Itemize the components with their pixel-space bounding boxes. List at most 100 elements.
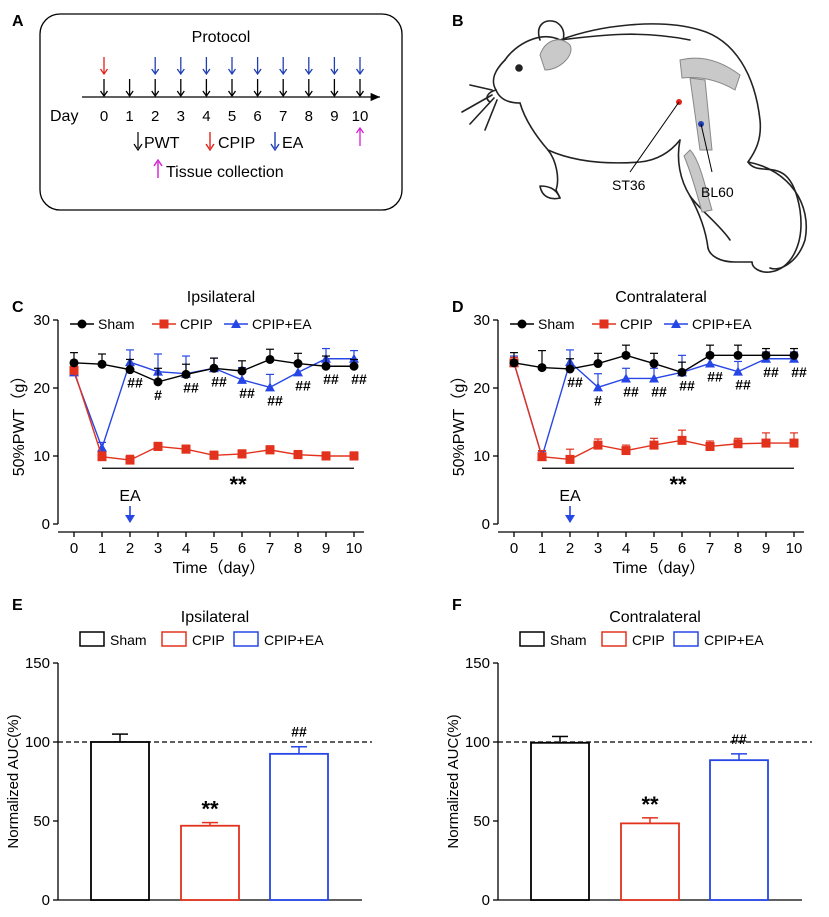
bar-annotation: ** bbox=[641, 792, 659, 817]
cpip-arrow-day-0-head bbox=[99, 68, 109, 76]
data-point bbox=[761, 350, 771, 360]
y-axis-label: 50%PWT（g） bbox=[450, 368, 468, 476]
data-point bbox=[649, 373, 659, 383]
hash-annotation: ## bbox=[267, 392, 283, 408]
y-tick-label-0: 0 bbox=[482, 892, 490, 909]
bar-Sham bbox=[90, 741, 150, 901]
data-point bbox=[593, 440, 603, 450]
x-tick-label-1: 1 bbox=[538, 540, 546, 557]
protocol-arrows bbox=[99, 57, 365, 146]
pwt-arrow-day-2-head bbox=[151, 90, 160, 98]
legend-marker-triangle bbox=[231, 319, 241, 328]
data-point bbox=[349, 353, 359, 363]
series-Sham bbox=[509, 344, 799, 377]
legend-swatch bbox=[601, 631, 627, 647]
bar-annotation: ## bbox=[291, 724, 307, 740]
protocol-panel: Protocol Day 0 1 2 3 4 5 6 7 8 9 10 PWT CPIP EA Ti… bbox=[39, 13, 403, 211]
x-tick-label-9: 9 bbox=[322, 540, 330, 557]
tissue-arrow-day-10-head bbox=[355, 126, 365, 134]
panel-label-f: F bbox=[452, 597, 462, 614]
legend-swatch bbox=[519, 631, 545, 647]
bl60-label: BL60 bbox=[701, 184, 734, 200]
hash-annotation: ## bbox=[127, 375, 143, 391]
protocol-title: Protocol bbox=[192, 29, 251, 46]
data-point bbox=[649, 440, 659, 450]
data-point bbox=[705, 441, 715, 451]
data-point bbox=[705, 350, 715, 360]
bar-annotation: ## bbox=[731, 731, 747, 747]
hash-annotation: ## bbox=[183, 379, 199, 395]
data-point bbox=[677, 435, 687, 445]
y-tick-label-150: 150 bbox=[25, 655, 50, 672]
day-tick-3: 3 bbox=[177, 108, 185, 125]
data-point bbox=[181, 444, 191, 454]
x-tick-label-10: 10 bbox=[786, 540, 803, 557]
data-point bbox=[181, 369, 191, 379]
data-point bbox=[293, 450, 303, 460]
y-axis-label: 50%PWT（g） bbox=[10, 368, 28, 476]
panel-label-e: E bbox=[12, 597, 23, 614]
panel-label-a: A bbox=[12, 13, 24, 30]
x-tick-label-8: 8 bbox=[734, 540, 742, 557]
data-point bbox=[265, 445, 275, 455]
day-tick-2: 2 bbox=[151, 108, 159, 125]
legend-label-1: CPIP bbox=[180, 316, 213, 332]
x-tick-label-4: 4 bbox=[622, 540, 630, 557]
x-tick-label-7: 7 bbox=[706, 540, 714, 557]
data-point bbox=[593, 382, 603, 392]
y-axis-label: Normalized AUC(%) bbox=[5, 714, 22, 848]
ea-arrow-day-6-head bbox=[253, 68, 262, 76]
y-tick-label-10: 10 bbox=[473, 448, 490, 465]
hash-annotation: # bbox=[594, 392, 602, 408]
day-tick-6: 6 bbox=[253, 108, 261, 125]
bar-annotation: ** bbox=[201, 797, 219, 822]
legend-swatch bbox=[233, 631, 259, 647]
data-point bbox=[237, 449, 247, 459]
data-point bbox=[789, 350, 799, 360]
hash-annotation: ## bbox=[239, 385, 255, 401]
data-point bbox=[97, 452, 107, 462]
legend-label-1: CPIP bbox=[620, 316, 653, 332]
legend-pwt-label: PWT bbox=[144, 135, 180, 152]
data-point bbox=[125, 455, 135, 465]
data-point bbox=[565, 454, 575, 464]
data-point bbox=[153, 441, 163, 451]
x-axis-label: Time（day） bbox=[613, 559, 706, 577]
bar-chart-ipsilateral: Ipsilateral 0 50 100 150 Normalized AUC(%) Sha… bbox=[5, 609, 372, 909]
data-point bbox=[789, 438, 799, 448]
chart-title: Contralateral bbox=[609, 609, 701, 626]
bar-Sham bbox=[530, 741, 590, 901]
x-tick-label-5: 5 bbox=[210, 540, 218, 557]
data-point bbox=[265, 354, 275, 364]
pwt-arrow-day-3-head bbox=[176, 90, 185, 98]
panel-label-b: B bbox=[452, 13, 464, 30]
legend-label-0: Sham bbox=[110, 632, 147, 648]
y-tick-label-150: 150 bbox=[465, 655, 490, 672]
pwt-arrow-day-8-head bbox=[304, 90, 313, 98]
bl60-pointer bbox=[700, 123, 713, 173]
pwt-arrow-day-1-head bbox=[125, 90, 134, 98]
legend-tissue: Tissue collection bbox=[153, 158, 284, 181]
y-axis-label: Normalized AUC(%) bbox=[445, 714, 462, 848]
x-tick-label-2: 2 bbox=[566, 540, 574, 557]
data-point bbox=[125, 365, 135, 375]
data-point bbox=[97, 359, 107, 369]
ea-arrow-day-7-head bbox=[279, 68, 288, 76]
data-point bbox=[209, 363, 219, 373]
hash-annotation: ## bbox=[351, 371, 367, 387]
data-point bbox=[349, 361, 359, 371]
x-tick-label-8: 8 bbox=[294, 540, 302, 557]
data-point bbox=[621, 446, 631, 456]
hash-annotation: ## bbox=[651, 383, 667, 399]
data-point bbox=[265, 382, 275, 392]
x-tick-label-1: 1 bbox=[98, 540, 106, 557]
day-tick-1: 1 bbox=[125, 108, 133, 125]
ea-arrow-day-5-head bbox=[227, 68, 237, 76]
y-tick-label-100: 100 bbox=[25, 734, 50, 751]
hash-annotation: ## bbox=[211, 373, 227, 389]
day-tick-9: 9 bbox=[330, 108, 338, 125]
hash-annotation: ## bbox=[323, 371, 339, 387]
y-tick-label-0: 0 bbox=[42, 516, 50, 533]
legend-marker-triangle bbox=[671, 319, 681, 328]
